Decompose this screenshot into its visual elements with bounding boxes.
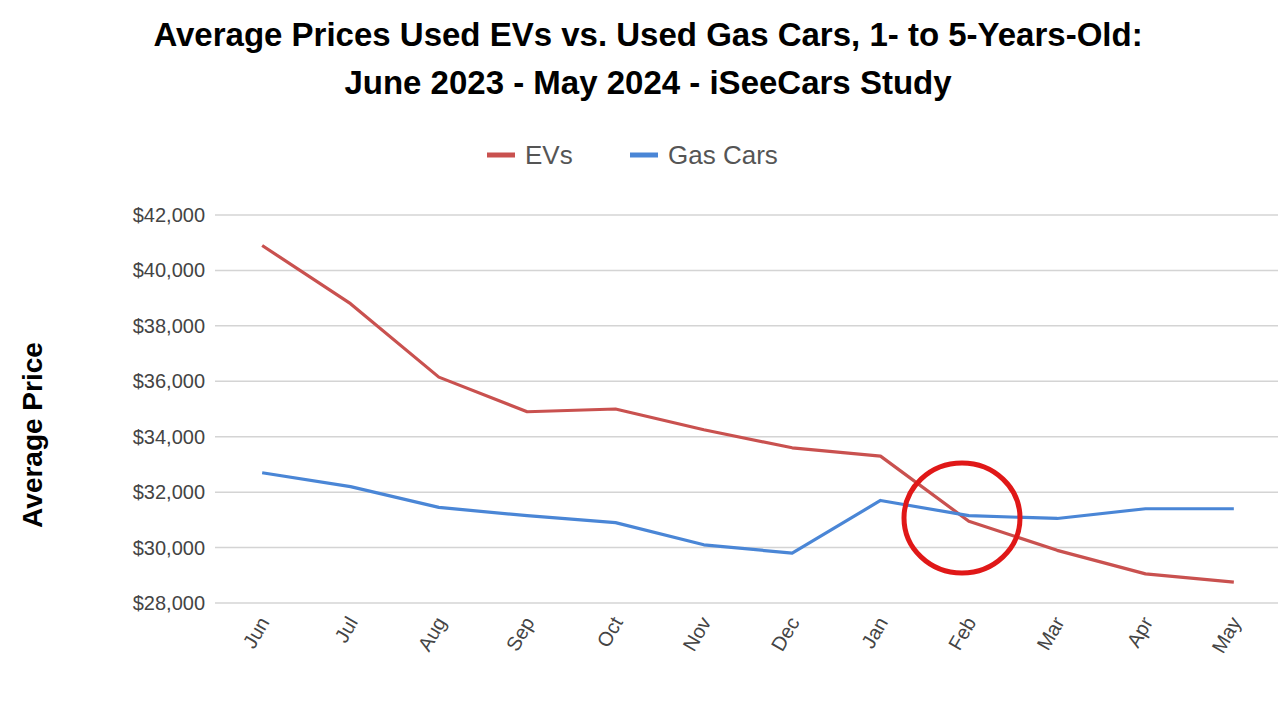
x-tick-label: May: [1207, 613, 1245, 657]
grid-line: [215, 602, 1278, 604]
x-tick-label: Jul: [330, 613, 362, 646]
background: [0, 0, 1280, 720]
x-tick-label: Apr: [1122, 613, 1157, 651]
legend-label: EVs: [525, 140, 573, 170]
y-tick-label: $34,000: [133, 426, 205, 448]
legend-item: EVs: [487, 140, 573, 170]
grid-line: [215, 214, 1278, 216]
x-tick-label: Jan: [857, 613, 892, 652]
x-tick-label: Nov: [678, 613, 715, 655]
x-tick-label: Dec: [767, 613, 804, 655]
x-tick-label: Aug: [413, 613, 450, 655]
y-axis-label: Average Price: [17, 342, 48, 528]
x-tick-label: Feb: [944, 613, 980, 654]
legend-swatch: [630, 153, 658, 158]
legend-item: Gas Cars: [630, 140, 778, 170]
title: Average Prices Used EVs vs. Used Gas Car…: [153, 16, 1142, 53]
highlight-circle: [904, 463, 1020, 573]
x-tick-label: Sep: [502, 613, 539, 655]
grid-line: [215, 270, 1278, 272]
legend-label: Gas Cars: [668, 140, 778, 170]
y-tick-label: $38,000: [133, 315, 205, 337]
y-tick-label: $32,000: [133, 481, 205, 503]
plot-area: [262, 245, 1234, 582]
chart: Average Prices Used EVs vs. Used Gas Car…: [0, 0, 1280, 720]
title: June 2023 - May 2024 - iSeeCars Study: [344, 64, 952, 101]
y-tick-label: $40,000: [133, 259, 205, 281]
grid-line: [215, 381, 1278, 383]
x-tick-label: Oct: [592, 613, 627, 651]
series-line: [262, 245, 1234, 582]
series-line: [262, 473, 1234, 553]
y-tick-label: $28,000: [133, 592, 205, 614]
x-tick-label: Jun: [238, 613, 273, 652]
y-tick-label: $42,000: [133, 204, 205, 226]
y-tick-label: $30,000: [133, 537, 205, 559]
y-tick-label: $36,000: [133, 370, 205, 392]
x-tick-label: Mar: [1032, 613, 1068, 654]
legend-swatch: [487, 153, 515, 158]
